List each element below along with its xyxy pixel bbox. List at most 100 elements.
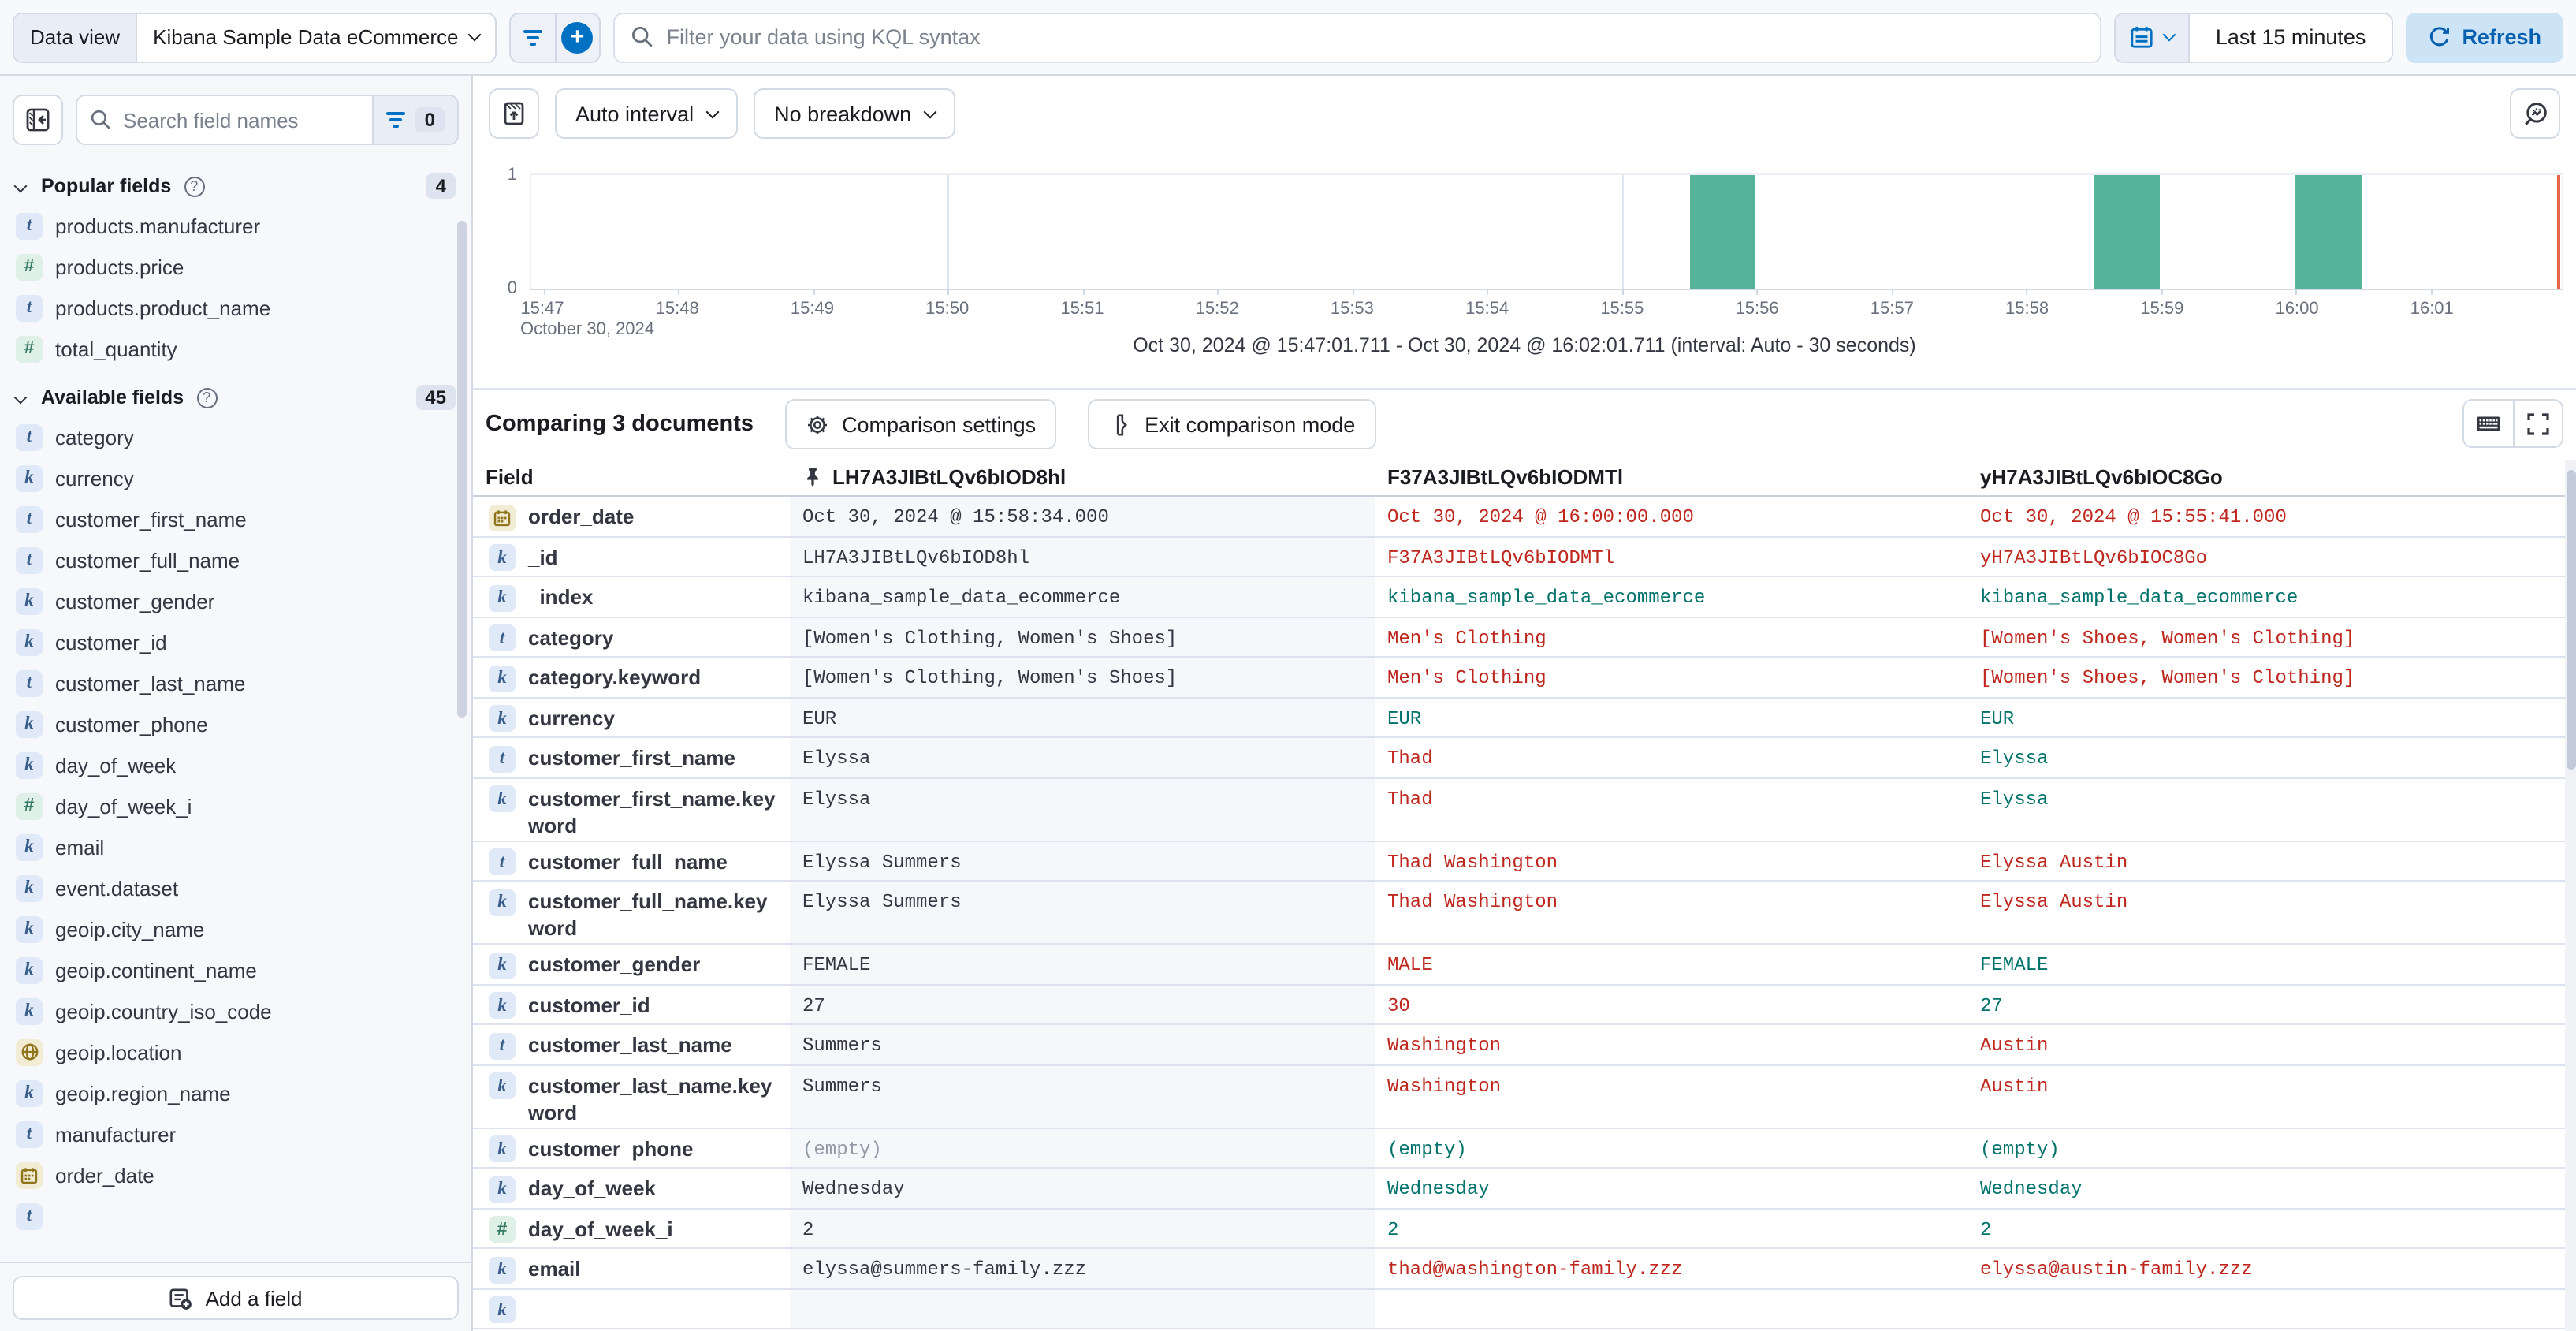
fullscreen-button[interactable] [2513,401,2562,446]
field-list-item[interactable]: # products.price [0,246,471,287]
field-list-item[interactable]: k geoip.continent_name [0,949,471,990]
field-filter-button[interactable]: 0 [372,96,457,144]
field-list-item[interactable]: t [0,1195,471,1235]
histogram-chart[interactable] [530,173,2563,295]
table-row[interactable]: k customer_last_name.keyword Summers Washin… [473,1065,2565,1128]
base-doc-value: Summers [790,1065,1375,1127]
field-name: customer_gender [528,953,701,976]
edit-visualization-button[interactable] [2510,88,2560,139]
add-field-button[interactable]: Add a field [13,1276,459,1320]
doc-column-header[interactable]: LH7A3JIBtLQv6bIOD8hl [790,460,1375,495]
keyword-field-icon: k [16,464,43,491]
histogram-bar[interactable] [2094,175,2160,289]
field-list-item[interactable]: k event.dataset [0,867,471,908]
collapse-sidebar-button[interactable] [13,95,63,145]
comparison-settings-button[interactable]: Comparison settings [785,399,1057,449]
doc-column-header[interactable]: F37A3JIBtLQv6bIODMTl [1387,465,1624,489]
data-view-picker[interactable]: Data view Kibana Sample Data eCommerce [13,12,497,62]
interval-select[interactable]: Auto interval [555,88,739,139]
field-list-item[interactable]: t manufacturer [0,1113,471,1154]
table-row[interactable]: k customer_phone (empty) (empty) (empty) [473,1128,2565,1169]
histogram-bar[interactable] [1689,175,1755,289]
base-doc-value: LH7A3JIBtLQv6bIOD8hl [790,537,1375,576]
field-list-item[interactable]: geoip.location [0,1031,471,1072]
field-cell: k customer_gender [473,945,790,983]
filter-controls: + [508,12,601,62]
field-list-item[interactable]: # day_of_week_i [0,785,471,826]
search-icon [91,110,110,129]
keyword-field-icon: k [16,915,43,942]
field-list-item[interactable]: # total_quantity [0,328,471,369]
breakdown-select[interactable]: No breakdown [754,88,956,139]
field-filter-count: 0 [415,107,445,132]
table-row[interactable]: t category [Women's Clothing, Women's Shoe… [473,617,2565,658]
field-cell: k [473,1289,790,1328]
table-row[interactable]: # day_of_week_i 2 2 2 [473,1209,2565,1249]
field-list-item[interactable]: k customer_gender [0,580,471,621]
table-row[interactable]: k customer_first_name.keyword Elyssa Thad El… [473,778,2565,841]
hide-chart-button[interactable] [489,88,539,139]
table-row[interactable]: t customer_first_name Elyssa Thad Elyssa [473,738,2565,778]
text-field-icon: t [16,212,43,239]
field-name: customer_id [528,993,650,1016]
field-cell: t category [473,617,790,656]
comparison-doc-value: Wednesday [1980,1178,2083,1200]
field-list-item[interactable]: t products.product_name [0,287,471,328]
table-row[interactable]: k email elyssa@summers-family.zzz thad@wash… [473,1249,2565,1289]
table-row[interactable]: k customer_full_name.keyword Elyssa Summer… [473,882,2565,945]
field-name: category [55,425,134,449]
histogram-bar[interactable] [2295,175,2362,289]
calendar-menu-button[interactable] [2116,13,2191,61]
sidebar-scrollbar[interactable] [457,221,467,718]
field-list-item[interactable]: k customer_phone [0,703,471,744]
table-row[interactable]: k customer_id 27 30 27 [473,985,2565,1025]
field-list-item[interactable]: k customer_id [0,621,471,662]
table-row[interactable]: order_date Oct 30, 2024 @ 15:58:34.000 Oct… [473,497,2565,537]
field-list-item[interactable]: t customer_full_name [0,539,471,580]
field-section-header[interactable]: Available fields? 45 [0,369,471,416]
comparison-doc-value: Men's Clothing [1387,667,1547,689]
field-list-item[interactable]: order_date [0,1154,471,1195]
chevron-down-icon [2163,28,2177,42]
field-name: customer_last_name [528,1033,732,1057]
field-list-item[interactable]: k geoip.city_name [0,908,471,949]
kql-search-input[interactable]: Filter your data using KQL syntax [612,12,2102,62]
field-list-item[interactable]: t products.manufacturer [0,205,471,246]
refresh-button[interactable]: Refresh [2405,12,2563,62]
filter-button[interactable] [510,13,554,61]
field-search-input[interactable]: Search field names [77,96,373,144]
field-section-header[interactable]: Popular fields? 4 [0,158,471,205]
table-row[interactable]: k [473,1289,2565,1329]
doc-column-header[interactable]: yH7A3JIBtLQv6bIOC8Go [1980,465,2223,489]
field-list-item[interactable]: t customer_last_name [0,662,471,703]
table-scrollbar-thumb[interactable] [2566,470,2575,770]
x-axis-tick [1082,289,1085,295]
table-row[interactable]: k day_of_week Wednesday Wednesday Wednesday [473,1169,2565,1209]
data-view-value[interactable]: Kibana Sample Data eCommerce [137,13,494,61]
exit-comparison-button[interactable]: Exit comparison mode [1088,399,1376,449]
add-filter-button[interactable]: + [554,13,598,61]
field-list-item[interactable]: k geoip.country_iso_code [0,990,471,1031]
field-list-item[interactable]: k day_of_week [0,744,471,785]
text-field-icon: t [16,546,43,573]
field-list-item[interactable]: t customer_first_name [0,498,471,539]
field-list-item[interactable]: k geoip.region_name [0,1072,471,1113]
field-list-item[interactable]: k email [0,826,471,867]
table-row[interactable]: k currency EUR EUR EUR [473,698,2565,738]
comparison-doc-value: 2 [1980,1218,1992,1240]
keyboard-shortcuts-button[interactable] [2464,401,2513,446]
x-axis-tick [678,289,680,295]
base-doc-value: EUR [790,698,1375,736]
table-row[interactable]: k _id LH7A3JIBtLQv6bIOD8hl F37A3JIBtLQv6bIO… [473,537,2565,577]
table-row[interactable]: k category.keyword [Women's Clothing, Wome… [473,658,2565,698]
table-row[interactable]: k _index kibana_sample_data_ecommerce kiban… [473,577,2565,617]
field-count-badge: 4 [426,173,456,199]
field-list-item[interactable]: t category [0,416,471,457]
field-name: products.product_name [55,296,271,319]
time-range-value[interactable]: Last 15 minutes [2215,25,2366,49]
table-row[interactable]: k customer_gender FEMALE MALE FEMALE [473,945,2565,985]
field-list-item[interactable]: k currency [0,457,471,498]
table-row[interactable]: t customer_full_name Elyssa Summers Thad Wa… [473,841,2565,882]
table-row[interactable]: t customer_last_name Summers Washington Aust… [473,1025,2565,1065]
comparison-doc-value: Thad Washington [1387,851,1558,873]
